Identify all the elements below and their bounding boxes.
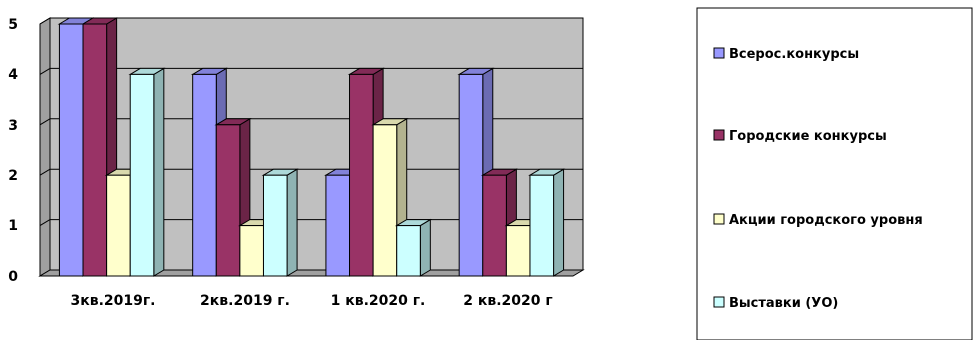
bar-side [286,168,298,277]
bar-front [505,225,531,277]
bar-front [372,124,398,277]
y-tick-label: 4 [8,67,18,83]
legend-label: Акции городского уровня [729,213,923,228]
bar-side [153,67,165,277]
y-tick-label: 3 [8,118,18,134]
plot-side-wall [39,17,51,277]
gridline-side [39,118,51,126]
bar [128,67,166,277]
gridline-side [39,219,51,227]
bar [528,168,566,277]
bar-front [482,174,507,277]
bar-front [325,174,351,277]
legend-label: Городские конкурсы [729,129,887,144]
gridline-side [39,67,51,75]
bar-front [529,174,555,277]
bar [261,168,299,277]
legend-swatch [713,47,725,59]
bar-front [239,225,264,277]
legend-swatch [713,129,725,141]
bars [57,17,566,277]
x-category-label: 1 кв.2020 г. [331,293,426,309]
legend-swatch [713,213,725,225]
bar-front [58,23,84,277]
legend-box [696,7,973,340]
y-tick-label: 1 [8,218,18,234]
bar-front [262,174,288,277]
x-category-label: 2кв.2019 г. [200,293,290,309]
bar-front [349,73,374,277]
x-category-label: 2 кв.2020 г [463,293,552,309]
bar-front [396,225,421,277]
bar-front [215,124,241,277]
bar-front [82,23,108,277]
bar-front [106,174,131,277]
legend-label: Выставки (УО) [729,296,838,311]
bar-front [458,73,484,277]
x-category-label: 3кв.2019г. [70,293,155,309]
y-tick-label: 5 [8,17,18,33]
bar-side [419,218,431,277]
bar [394,218,433,277]
y-tick-label: 2 [8,168,18,184]
gridline-side [39,17,51,25]
legend-label: Всерос.конкурсы [729,47,859,62]
y-tick-label: 0 [8,269,18,285]
gridline-side [39,168,51,176]
bar-front [192,73,217,277]
bar-side [553,168,565,277]
bar-front [129,73,155,277]
legend-swatch [713,296,725,308]
